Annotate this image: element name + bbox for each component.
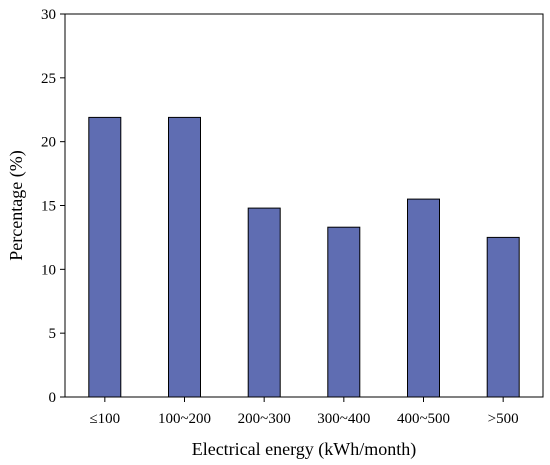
x-tick-label-0: ≤100 (89, 411, 120, 427)
y-tick-label-6: 30 (41, 7, 56, 23)
y-tick-label-1: 5 (49, 326, 57, 342)
y-tick-label-0: 0 (49, 390, 57, 406)
y-axis-ticks: 0 5 10 15 20 25 30 (41, 7, 65, 406)
bar-1 (168, 116, 201, 398)
x-tick-label-5: >500 (488, 411, 519, 427)
y-tick-label-2: 10 (41, 262, 56, 278)
bar-3 (327, 226, 361, 398)
bar-2 (247, 207, 281, 398)
bar-5 (486, 236, 520, 398)
x-tick-label-2: 200~300 (238, 411, 291, 427)
x-tick-label-3: 300~400 (317, 411, 370, 427)
x-axis-title: Electrical energy (kWh/month) (192, 439, 417, 460)
y-tick-label-3: 15 (41, 199, 56, 215)
bar-0 (88, 116, 122, 398)
x-axis-ticks: ≤100 100~200 200~300 300~400 400~500 >500 (89, 397, 519, 427)
plot-frame (64, 13, 544, 398)
bar-4 (407, 198, 440, 398)
x-tick-label-1: 100~200 (158, 411, 211, 427)
bars-group (88, 116, 520, 398)
y-axis-title: Percentage (%) (6, 150, 27, 260)
x-tick-label-4: 400~500 (397, 411, 450, 427)
y-tick-label-4: 20 (41, 135, 56, 151)
y-tick-label-5: 25 (41, 71, 56, 87)
